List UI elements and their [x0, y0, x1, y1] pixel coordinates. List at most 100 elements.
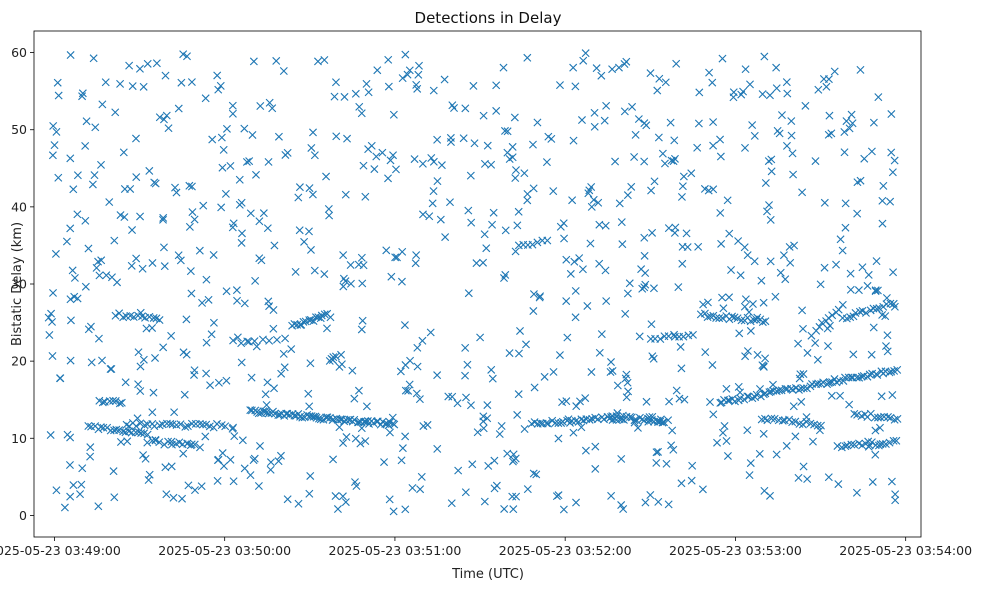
detection-point [139, 82, 148, 91]
detection-point [814, 379, 823, 388]
detection-point [164, 124, 173, 133]
x-tick-label: 2025-05-23 03:50:00 [158, 543, 291, 558]
detection-point [654, 447, 663, 456]
detection-point [558, 398, 567, 407]
detection-point [480, 230, 489, 239]
detection-point [143, 59, 152, 68]
detection-point [150, 178, 159, 187]
detection-point [508, 492, 517, 501]
detection-point [842, 117, 851, 126]
detection-point [48, 151, 57, 160]
detection-point [583, 301, 592, 310]
detection-point [615, 199, 624, 208]
detection-point [172, 188, 181, 197]
detection-point [867, 350, 876, 359]
detection-point [715, 314, 724, 323]
detection-point [470, 139, 479, 148]
detection-point [750, 257, 759, 266]
detection-point [794, 339, 803, 348]
detection-point [745, 471, 754, 480]
detection-point [699, 300, 708, 309]
detection-point [578, 265, 587, 274]
detection-point [341, 190, 350, 199]
detection-point [514, 207, 523, 216]
detection-point [249, 57, 258, 66]
detection-point [209, 318, 218, 327]
detection-point [841, 223, 850, 232]
detection-point [372, 152, 381, 161]
detection-point [437, 161, 446, 170]
detection-point [351, 478, 359, 487]
detection-point [70, 273, 79, 282]
detection-point [274, 132, 283, 141]
detection-point [799, 462, 808, 471]
detection-point [618, 240, 627, 249]
detection-point [759, 362, 768, 371]
detection-point [201, 432, 210, 441]
detection-point [268, 104, 277, 113]
detection-point [132, 254, 141, 263]
detection-point [444, 392, 453, 401]
detection-point [110, 236, 119, 245]
detection-point [865, 370, 874, 379]
detection-point [886, 299, 895, 308]
detection-point [709, 185, 718, 194]
detection-point [68, 266, 77, 275]
detection-point [468, 460, 477, 469]
detection-point [766, 257, 775, 266]
detection-point [256, 441, 264, 450]
detection-point [877, 392, 886, 401]
detection-point [623, 378, 632, 387]
detection-point [571, 286, 580, 295]
detection-point [828, 311, 837, 320]
detection-point [448, 101, 457, 110]
detection-point [259, 209, 268, 218]
detection-point [585, 415, 594, 424]
detection-point [254, 409, 263, 418]
detection-point [664, 500, 673, 509]
detection-point [761, 317, 770, 326]
detection-point [648, 228, 657, 237]
detection-point [183, 52, 191, 61]
detection-point [240, 124, 249, 133]
detection-point [772, 450, 781, 459]
detection-point [246, 471, 255, 480]
detection-point [606, 368, 615, 377]
detection-point [516, 326, 524, 335]
detection-point [856, 65, 865, 74]
detection-point [734, 237, 743, 246]
detection-point [426, 328, 435, 337]
detection-point [749, 315, 758, 324]
detection-point [310, 151, 319, 160]
detection-point [91, 123, 100, 132]
detection-point [410, 155, 419, 164]
detection-point [824, 75, 833, 84]
detection-point [869, 304, 878, 313]
detection-point [669, 157, 678, 166]
detection-point [786, 258, 795, 267]
detection-point [81, 216, 90, 225]
detection-point [785, 242, 794, 251]
detection-point [788, 418, 797, 427]
detection-point [272, 335, 281, 344]
detection-point [613, 409, 622, 418]
detection-point [529, 184, 538, 193]
detection-point [836, 391, 845, 400]
detection-point [670, 228, 679, 237]
detection-point [694, 119, 703, 128]
detection-point [789, 402, 798, 411]
detection-point [576, 397, 584, 406]
detection-point [181, 422, 190, 431]
detection-point [217, 133, 226, 142]
detection-point [765, 91, 774, 100]
detection-point [602, 101, 611, 110]
detection-point [874, 93, 883, 102]
detection-point [869, 323, 878, 332]
detection-point [363, 417, 372, 426]
detection-point [881, 342, 890, 351]
detection-point [566, 269, 575, 278]
detection-point [575, 254, 584, 263]
detection-point [403, 70, 412, 79]
detection-point [838, 300, 847, 309]
detection-point [641, 498, 650, 507]
